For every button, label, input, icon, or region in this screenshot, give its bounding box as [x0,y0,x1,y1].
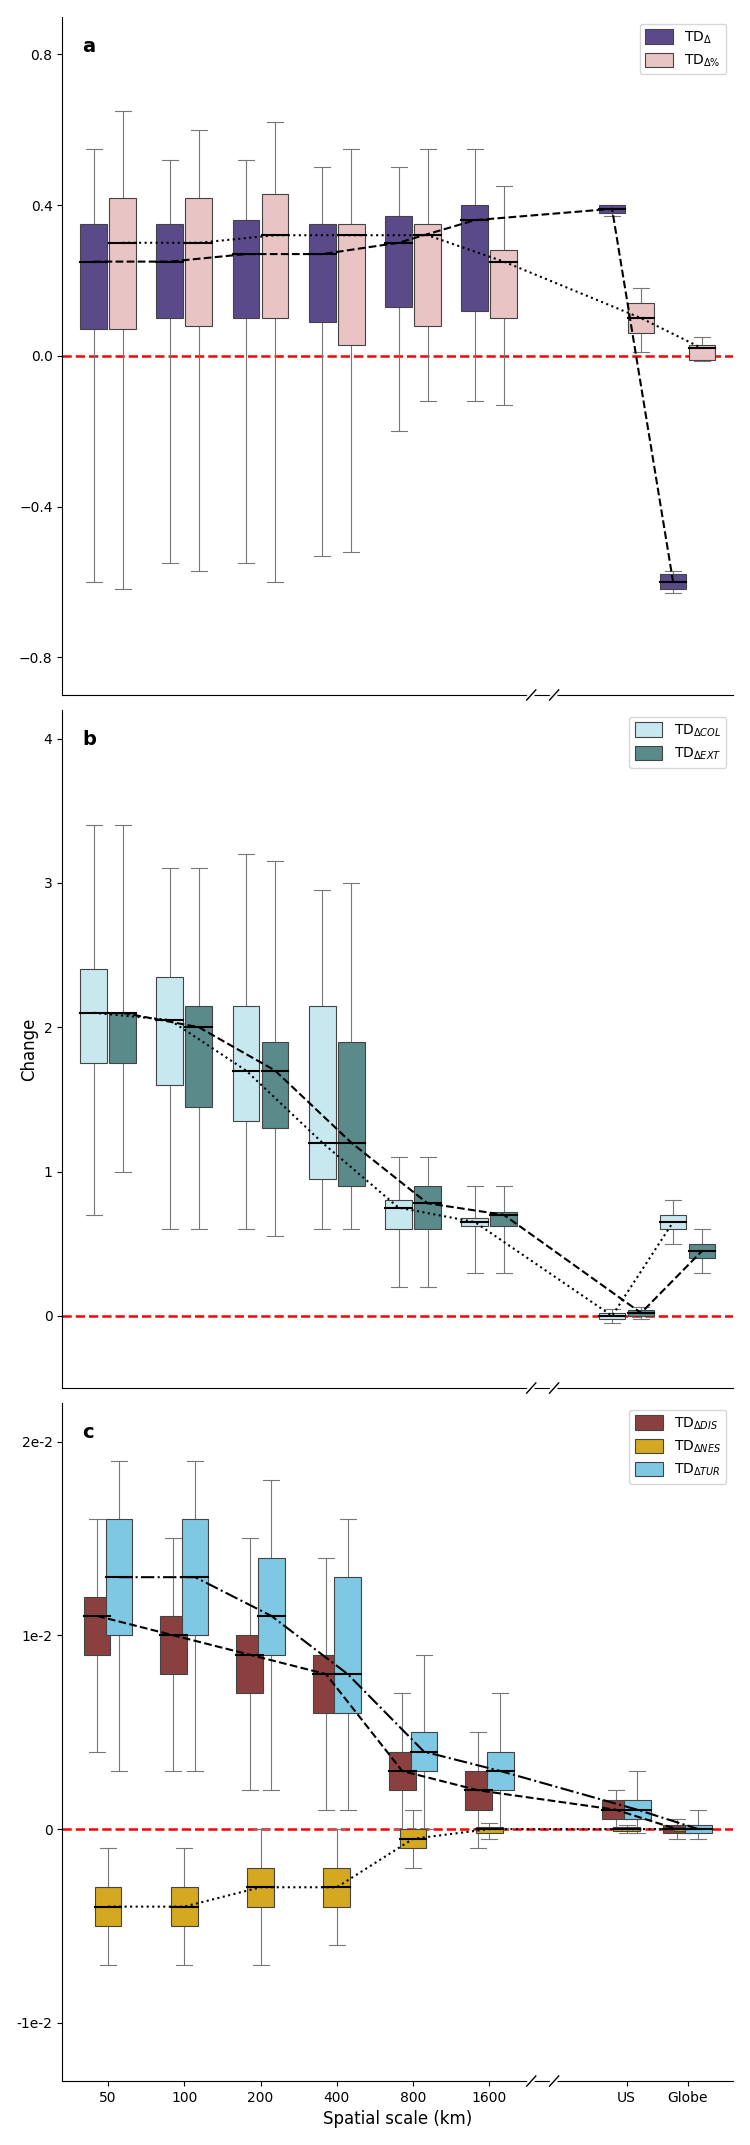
FancyBboxPatch shape [157,223,183,317]
FancyBboxPatch shape [490,1212,517,1227]
FancyBboxPatch shape [685,1825,712,1834]
FancyBboxPatch shape [94,1888,122,1926]
FancyBboxPatch shape [262,1042,288,1128]
FancyBboxPatch shape [410,1733,437,1772]
FancyBboxPatch shape [80,970,106,1064]
Text: b: b [82,729,96,749]
FancyBboxPatch shape [674,1828,701,1832]
FancyBboxPatch shape [628,302,655,332]
FancyBboxPatch shape [663,1825,690,1834]
FancyBboxPatch shape [461,206,488,311]
FancyBboxPatch shape [232,1006,260,1122]
FancyBboxPatch shape [660,1214,686,1229]
FancyBboxPatch shape [182,1519,209,1634]
FancyBboxPatch shape [160,1615,187,1673]
FancyBboxPatch shape [414,223,441,326]
Legend: TD$_{\Delta DIS}$, TD$_{\Delta NES}$, TD$_{\Delta TUR}$: TD$_{\Delta DIS}$, TD$_{\Delta NES}$, TD… [629,1409,727,1484]
FancyBboxPatch shape [262,193,288,317]
FancyBboxPatch shape [461,1218,488,1227]
FancyBboxPatch shape [400,1830,427,1849]
FancyBboxPatch shape [157,976,183,1085]
FancyBboxPatch shape [84,1596,110,1654]
FancyBboxPatch shape [624,1800,651,1819]
FancyBboxPatch shape [598,206,625,212]
FancyBboxPatch shape [487,1752,514,1791]
FancyBboxPatch shape [313,1654,339,1714]
FancyBboxPatch shape [386,217,412,307]
FancyBboxPatch shape [309,223,336,322]
FancyBboxPatch shape [110,1012,136,1064]
Text: c: c [82,1422,94,1441]
FancyBboxPatch shape [598,1313,625,1319]
FancyBboxPatch shape [258,1557,285,1654]
FancyBboxPatch shape [476,1828,502,1834]
FancyBboxPatch shape [106,1519,132,1634]
FancyBboxPatch shape [388,1752,416,1791]
FancyBboxPatch shape [185,1006,212,1107]
FancyBboxPatch shape [660,575,686,590]
Text: a: a [82,36,95,56]
FancyBboxPatch shape [248,1868,274,1907]
FancyBboxPatch shape [602,1800,629,1819]
FancyBboxPatch shape [490,251,517,317]
FancyBboxPatch shape [334,1577,361,1714]
FancyBboxPatch shape [323,1868,350,1907]
X-axis label: Spatial scale (km): Spatial scale (km) [323,2111,472,2128]
FancyBboxPatch shape [386,1201,412,1229]
FancyBboxPatch shape [309,1006,336,1180]
FancyBboxPatch shape [171,1888,197,1926]
FancyBboxPatch shape [465,1772,492,1810]
FancyBboxPatch shape [185,197,212,326]
FancyBboxPatch shape [338,223,364,345]
FancyBboxPatch shape [236,1634,263,1692]
FancyBboxPatch shape [414,1186,441,1229]
Legend: TD$_{\Delta COL}$, TD$_{\Delta EXT}$: TD$_{\Delta COL}$, TD$_{\Delta EXT}$ [629,716,727,768]
FancyBboxPatch shape [338,1042,364,1186]
Legend: TD$_{\Delta}$, TD$_{\Delta\%}$: TD$_{\Delta}$, TD$_{\Delta\%}$ [640,24,727,75]
FancyBboxPatch shape [110,197,136,330]
FancyBboxPatch shape [232,221,260,317]
FancyBboxPatch shape [688,345,715,360]
FancyBboxPatch shape [688,1244,715,1259]
FancyBboxPatch shape [80,223,106,330]
FancyBboxPatch shape [628,1311,655,1315]
FancyBboxPatch shape [614,1828,640,1832]
Y-axis label: Change: Change [20,1017,38,1081]
